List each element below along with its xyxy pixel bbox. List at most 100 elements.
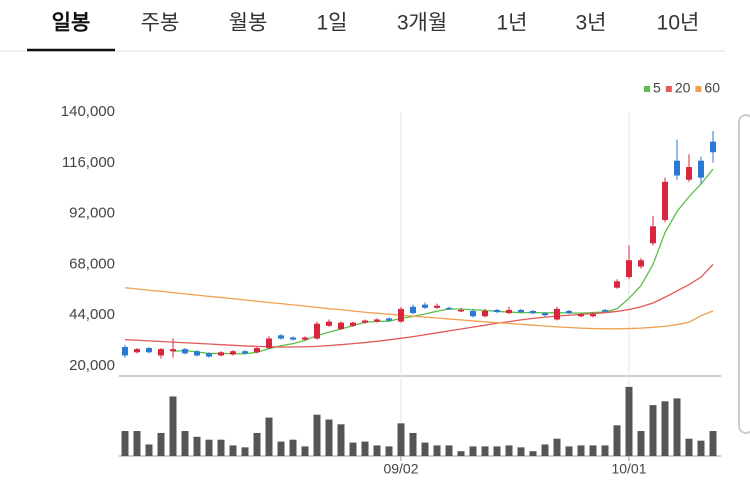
candle-body	[434, 305, 440, 308]
candle-body	[302, 337, 308, 340]
candle-body	[578, 314, 584, 317]
candle-body	[314, 323, 320, 339]
candle-body	[254, 348, 260, 353]
volume-bar	[325, 419, 333, 456]
candle-body	[530, 311, 536, 314]
candle-body	[386, 318, 392, 321]
volume-bar	[553, 438, 561, 456]
tab[interactable]: 주봉	[141, 12, 180, 35]
volume-bar	[649, 405, 657, 456]
tab[interactable]: 1년	[497, 12, 528, 35]
candle-body	[290, 337, 296, 340]
candle-body	[266, 338, 272, 349]
candle-body	[122, 346, 128, 356]
volume-bar	[685, 438, 693, 456]
candle-body	[134, 349, 140, 353]
candle-body	[206, 353, 212, 357]
volume-bar	[397, 423, 405, 456]
candle-body	[710, 141, 716, 153]
volume-bar	[265, 417, 273, 456]
candle-body	[482, 311, 488, 317]
candle-body	[350, 322, 356, 326]
candle-body	[446, 307, 452, 310]
candle-body	[410, 306, 416, 314]
volume-bar	[409, 432, 417, 456]
candle-body	[182, 349, 188, 354]
volume-bar	[373, 445, 381, 456]
volume-bar	[253, 432, 261, 456]
side-handle	[738, 114, 750, 434]
tab[interactable]: 월봉	[229, 12, 268, 35]
candle-body	[398, 308, 404, 322]
volume-bar	[613, 425, 621, 456]
volume-bar	[505, 445, 513, 456]
volume-bar	[385, 446, 393, 456]
legend-label: 20	[675, 80, 691, 96]
candle-body	[674, 160, 680, 176]
volume-bar	[217, 439, 225, 456]
tab[interactable]: 3개월	[397, 12, 447, 35]
volume-bar	[673, 398, 681, 456]
candle-body	[230, 351, 236, 355]
legend-swatch	[695, 86, 702, 92]
volume-bar	[493, 446, 501, 456]
y-tick-label: 140,000	[61, 103, 115, 120]
candle-body	[326, 321, 332, 326]
candle-body	[362, 320, 368, 323]
volume-bar	[589, 445, 597, 456]
candle-body	[218, 352, 224, 356]
candle-body	[542, 313, 548, 316]
volume-bar	[481, 446, 489, 456]
candle-body	[374, 319, 380, 322]
candle-body	[278, 335, 284, 339]
candle-body	[590, 314, 596, 317]
y-tick-label: 44,000	[69, 306, 115, 323]
volume-bar	[565, 446, 573, 456]
volume-bar	[337, 424, 345, 456]
volume-bar	[541, 444, 549, 456]
candle-body	[470, 311, 476, 317]
tab[interactable]: 일봉	[52, 12, 91, 35]
legend-swatch	[665, 86, 672, 92]
ma-line	[124, 287, 714, 330]
volume-bar	[469, 446, 477, 456]
volume-bar	[445, 445, 453, 456]
ma-line	[124, 263, 714, 348]
volume-bar	[181, 431, 189, 456]
volume-bar	[313, 414, 321, 456]
candle-body	[650, 226, 656, 244]
legend-label: 5	[653, 80, 661, 96]
volume-bar	[661, 401, 669, 456]
volume-bar	[577, 445, 585, 456]
candle-body	[506, 309, 512, 314]
candle-body	[566, 311, 572, 314]
volume-bar	[433, 445, 441, 456]
candle-body	[338, 322, 344, 330]
candle-body	[698, 160, 704, 178]
volume-bar	[697, 440, 705, 456]
candle-body	[554, 308, 560, 320]
volume-bar	[205, 439, 213, 456]
volume-bar	[529, 451, 537, 456]
candle-body	[518, 309, 524, 313]
ma-line	[172, 168, 714, 355]
tab[interactable]: 3년	[576, 12, 607, 35]
candle-body	[458, 309, 464, 312]
candle-body	[638, 260, 644, 267]
volume-bar	[457, 451, 465, 456]
candle-body	[170, 349, 176, 352]
volume-bar	[709, 431, 717, 456]
volume-bar	[145, 444, 153, 456]
volume-bar	[241, 447, 249, 456]
tab[interactable]: 1일	[317, 12, 348, 35]
volume-bar	[157, 432, 165, 456]
volume-bar	[229, 445, 237, 456]
x-tick-label: 10/01	[611, 461, 646, 477]
x-tick-label: 09/02	[383, 461, 418, 477]
candle-body	[422, 304, 428, 308]
volume-bar	[421, 442, 429, 456]
tab[interactable]: 10년	[657, 12, 700, 35]
volume-bar	[193, 436, 201, 456]
